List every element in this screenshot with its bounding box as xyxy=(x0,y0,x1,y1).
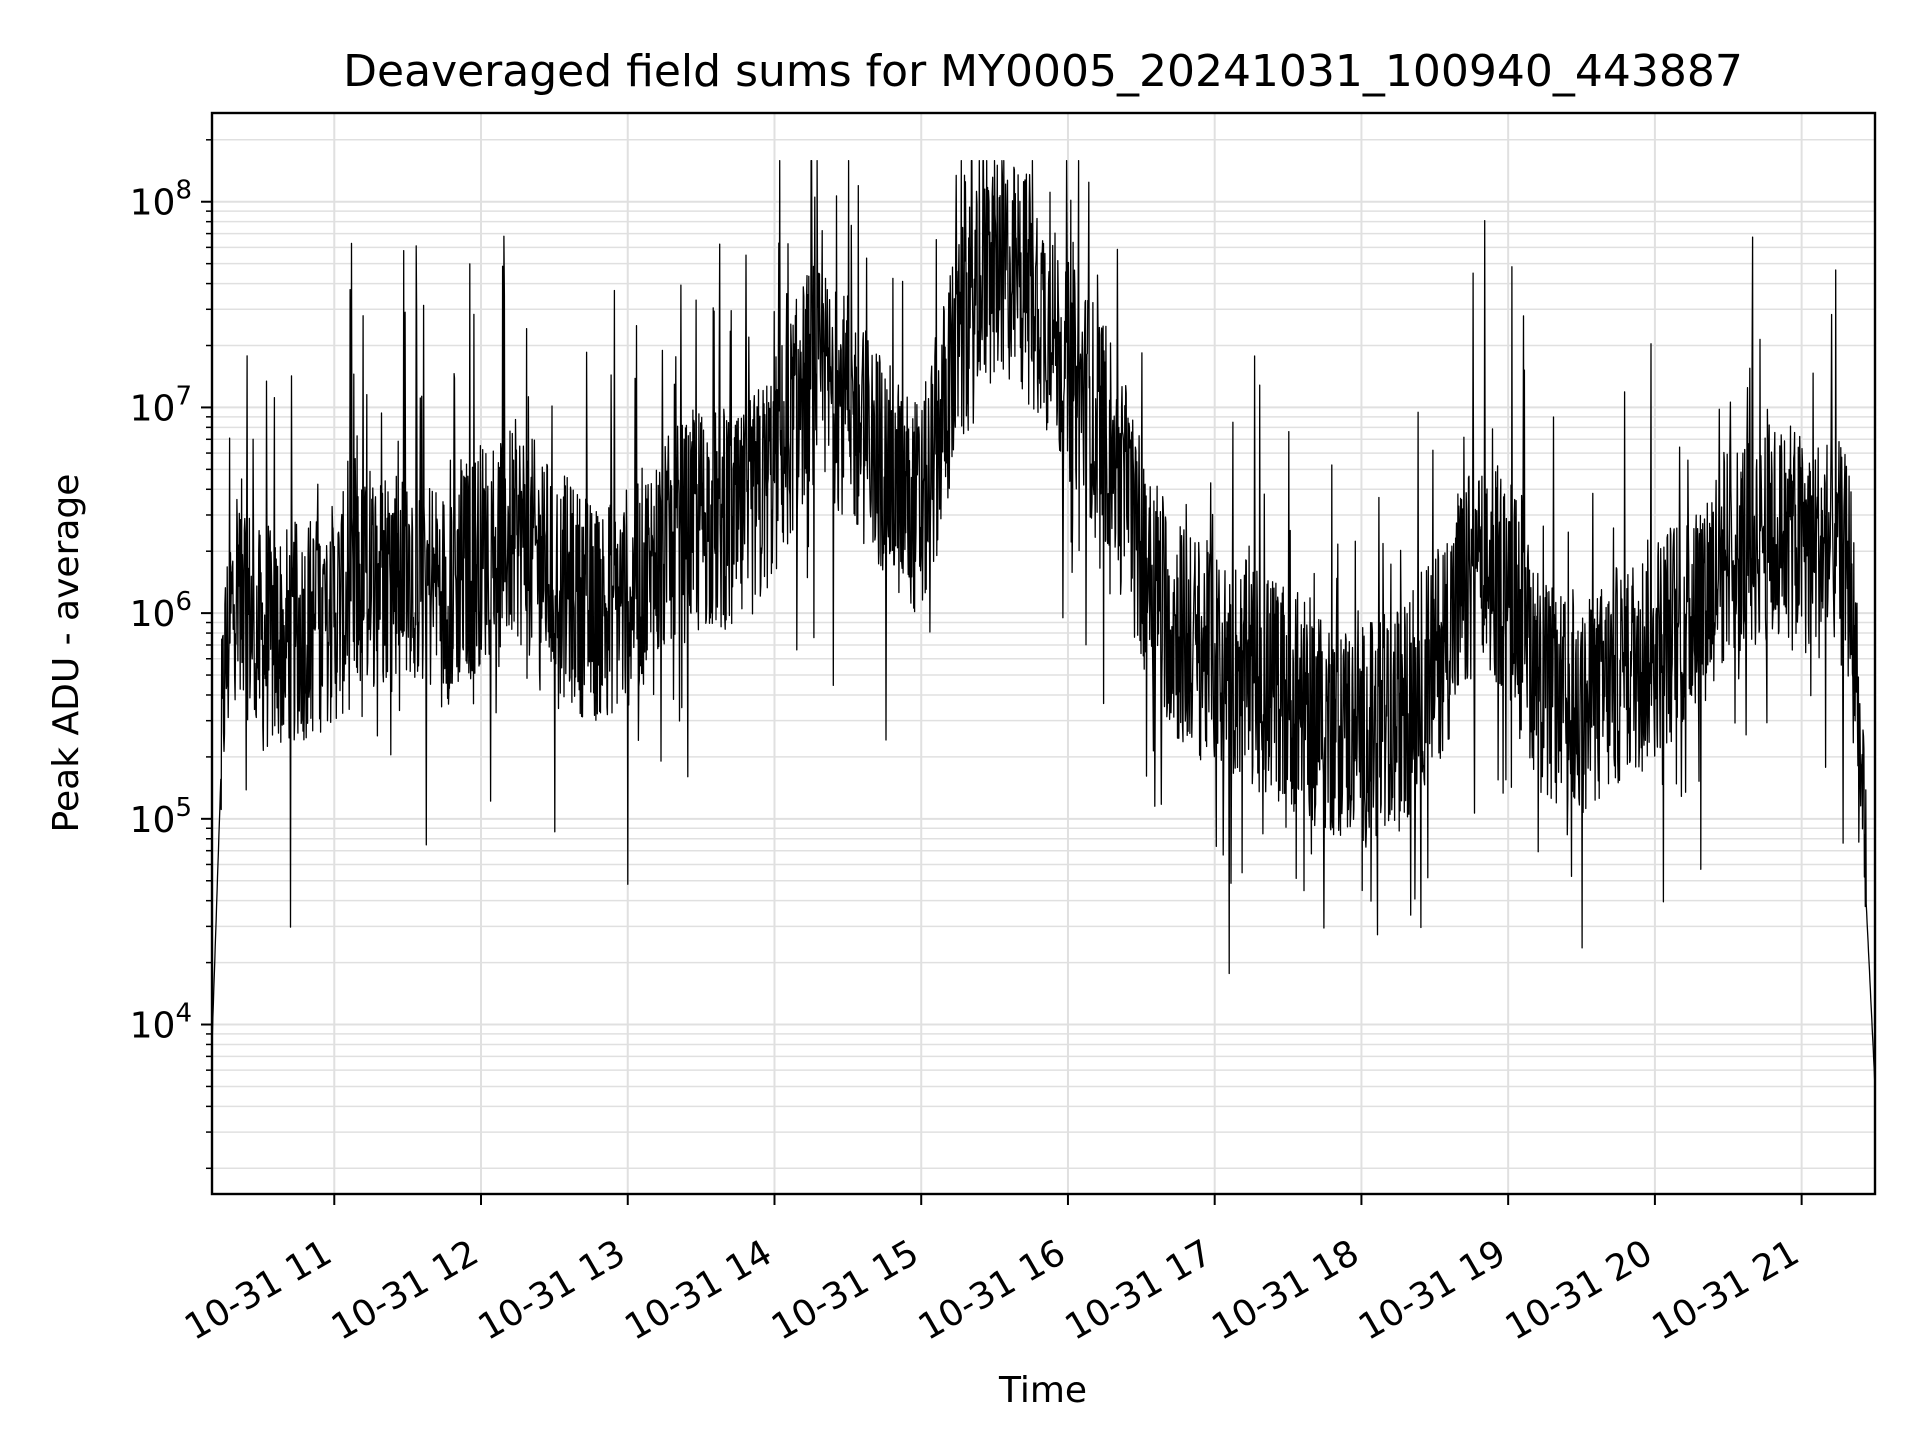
y-tick-label: 106 xyxy=(130,587,192,635)
plot-frame xyxy=(210,111,1877,1196)
x-axis-label: Time xyxy=(998,1370,1087,1411)
y-tick-label: 105 xyxy=(130,793,192,841)
chart-title: Deaveraged field sums for MY0005_2024103… xyxy=(343,46,1743,97)
series-line xyxy=(211,159,1876,1087)
y-tick-label: 107 xyxy=(130,381,192,429)
y-tick-label: 108 xyxy=(130,176,192,224)
y-tick-label: 104 xyxy=(130,999,192,1047)
y-axis-label: Peak ADU - average xyxy=(46,474,87,833)
series-layer xyxy=(211,159,1876,1087)
